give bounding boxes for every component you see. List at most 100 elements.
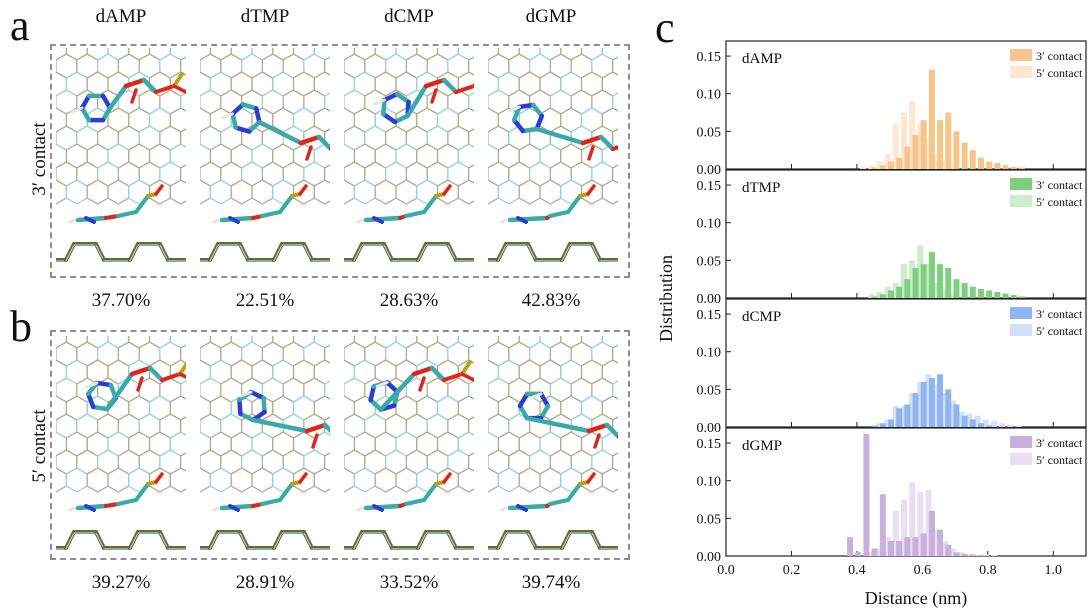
bar-3prime: [879, 423, 886, 427]
nucleotide-molecule: [237, 389, 330, 449]
bar-5prime: [950, 548, 957, 556]
graphene-lattice: [344, 48, 474, 205]
bar-3prime: [1010, 294, 1017, 298]
bar-3prime: [953, 279, 960, 298]
graphene-lattice: [488, 48, 618, 205]
bar-5prime: [892, 405, 899, 427]
bar-5prime: [982, 554, 989, 556]
legend-label-3prime: 3′ contact: [1036, 178, 1083, 192]
bar-3prime: [969, 554, 976, 556]
structure-dcmp-5prime: [344, 336, 474, 550]
graphene-edge-view: [488, 530, 618, 550]
bar-3prime: [904, 537, 911, 556]
bar-5prime: [999, 423, 1006, 427]
legend-label-3prime: 3′ contact: [1036, 49, 1083, 63]
bar-3prime: [986, 161, 993, 169]
bar-3prime: [977, 157, 984, 169]
y-tick-label: 0.00: [697, 421, 722, 436]
structure-dgmp-3prime: [488, 48, 618, 262]
nucleotide-side-view: [500, 472, 596, 512]
panel-letter-b: b: [10, 302, 32, 351]
bar-5prime: [925, 138, 932, 169]
bar-3prime: [937, 120, 944, 169]
bar-5prime: [884, 286, 891, 298]
bar-3prime: [977, 423, 984, 427]
bar-3prime: [945, 112, 952, 169]
column-label-dtmp: dTMP: [240, 6, 290, 27]
legend-swatch-5prime: [1010, 453, 1032, 465]
bar-5prime: [900, 112, 908, 169]
bar-5prime: [900, 405, 908, 427]
bar-3prime: [969, 286, 976, 298]
bar-3prime: [879, 494, 886, 556]
bar-5prime: [868, 165, 875, 169]
bar-5prime: [876, 291, 883, 298]
bar-5prime: [876, 161, 883, 169]
bar-3prime: [986, 425, 993, 427]
bar-3prime: [953, 552, 960, 556]
legend-label-5prime: 5′ contact: [1036, 324, 1083, 338]
bar-3prime: [1002, 293, 1009, 298]
bar-3prime: [896, 286, 903, 298]
x-tick-label: 0.2: [783, 563, 801, 578]
bar-3prime: [937, 374, 944, 427]
y-tick-label: 0.05: [697, 254, 722, 269]
bar-5prime: [860, 166, 867, 169]
panel-letter-c: c: [655, 3, 675, 52]
y-tick-label: 0.15: [697, 308, 722, 323]
bar-5prime: [982, 419, 989, 427]
bar-5prime: [958, 411, 965, 427]
bar-5prime: [933, 529, 940, 556]
structure-dtmp-5prime: [200, 336, 330, 550]
bar-3prime: [896, 408, 903, 427]
bar-3prime: [937, 264, 944, 298]
structure-dtmp-3prime: [200, 48, 330, 262]
bar-3prime: [855, 552, 862, 556]
y-tick-label: 0.15: [697, 179, 722, 194]
bar-5prime: [900, 264, 908, 298]
subplot-label: dGMP: [742, 438, 782, 454]
bar-3prime: [896, 157, 903, 169]
percentage-dcmp-5prime: 33.52%: [379, 572, 439, 593]
x-tick-label: 0.8: [979, 563, 997, 578]
percentage-damp-5prime: 39.27%: [91, 572, 151, 593]
x-tick-label: 1.0: [1045, 563, 1063, 578]
graphene-edge-view: [344, 530, 474, 550]
distribution-chart: 0.00 0.05 0.10 0.15 dAMP 3′ contact 5′ contact…: [656, 40, 1087, 609]
nucleotide-side-view: [212, 184, 308, 224]
column-label-dgmp: dGMP: [525, 6, 577, 27]
percentage-dgmp-3prime: 42.83%: [521, 290, 581, 311]
bar-5prime: [884, 153, 891, 169]
y-tick-label: 0.05: [697, 125, 722, 140]
bar-5prime: [941, 161, 948, 169]
bar-3prime: [871, 425, 878, 427]
bar-3prime: [912, 267, 919, 298]
bar-3prime: [912, 537, 919, 556]
bar-5prime: [892, 510, 899, 556]
bar-3prime: [887, 540, 894, 556]
bar-3prime: [961, 415, 968, 427]
bar-3prime: [977, 288, 984, 298]
legend-swatch-3prime: [1010, 178, 1032, 190]
bar-3prime: [920, 381, 927, 427]
bar-3prime: [912, 393, 919, 427]
x-tick-label: 0.4: [848, 563, 866, 578]
bar-5prime: [868, 294, 875, 298]
bar-3prime: [994, 162, 1001, 169]
bar-5prime: [990, 555, 998, 556]
bar-3prime: [912, 135, 919, 169]
x-tick-label: 0.0: [717, 563, 735, 578]
bar-5prime: [925, 489, 932, 556]
bar-5prime: [925, 374, 932, 427]
bar-5prime: [990, 420, 998, 427]
y-tick-label: 0.00: [697, 163, 722, 178]
nucleotide-side-view: [68, 472, 164, 512]
legend-swatch-3prime: [1010, 49, 1032, 61]
structure-damp-5prime: [56, 336, 186, 550]
structure-damp-3prime: [56, 48, 186, 262]
graphene-edge-view: [200, 242, 330, 262]
bar-3prime: [928, 510, 935, 556]
bar-3prime: [920, 120, 927, 169]
percentage-dtmp-5prime: 28.91%: [235, 572, 295, 593]
bar-3prime: [986, 290, 993, 298]
